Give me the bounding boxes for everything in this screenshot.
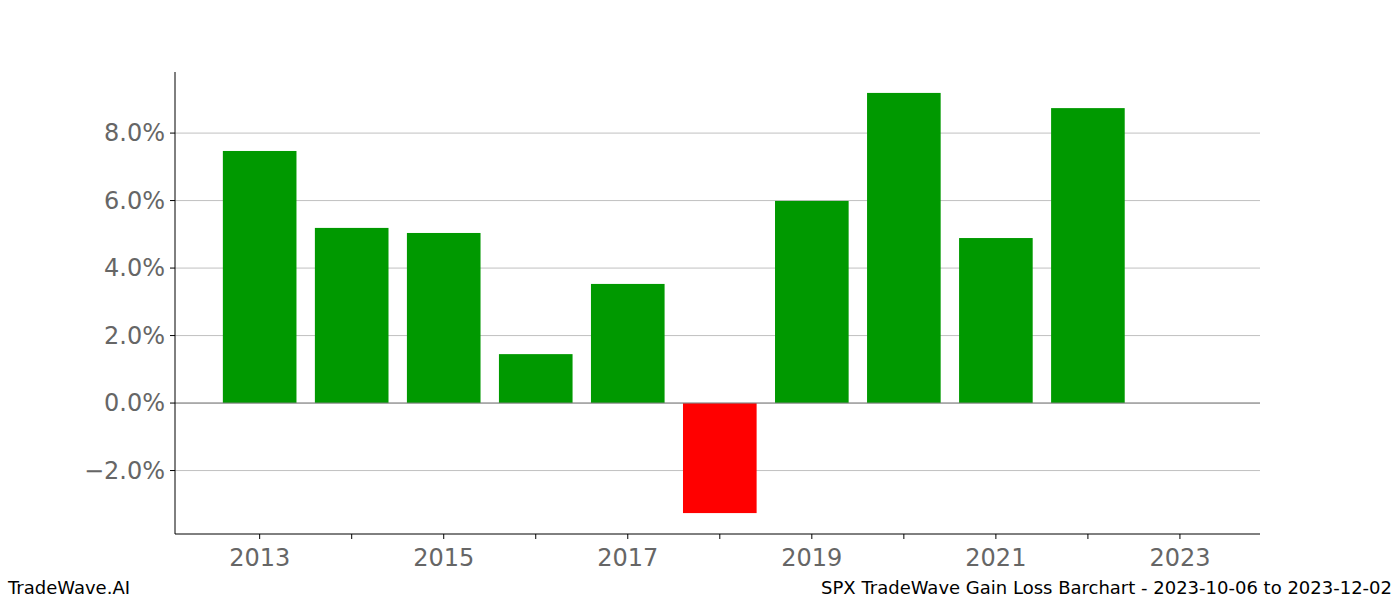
x-tick-label: 2017 — [597, 544, 658, 572]
x-tick — [259, 534, 260, 539]
x-tick-label: 2013 — [229, 544, 290, 572]
y-tick-label: 6.0% — [104, 187, 165, 215]
y-tick — [170, 403, 175, 404]
x-tick-label: 2019 — [781, 544, 842, 572]
y-tick — [170, 133, 175, 134]
zero-line — [175, 403, 1260, 404]
bars — [223, 93, 1125, 513]
y-tick-label: 8.0% — [104, 119, 165, 147]
x-tick-label: 2015 — [413, 544, 474, 572]
y-tick — [170, 268, 175, 269]
x-minor-tick — [903, 534, 904, 539]
bar — [867, 93, 941, 403]
x-axis — [175, 534, 1260, 535]
bar — [407, 233, 481, 403]
x-tick — [443, 534, 444, 539]
y-tick — [170, 335, 175, 336]
bar — [499, 354, 573, 403]
bar — [959, 238, 1033, 403]
x-tick — [1179, 534, 1180, 539]
x-minor-tick — [351, 534, 352, 539]
y-tick-label: 2.0% — [104, 322, 165, 350]
x-minor-tick — [535, 534, 536, 539]
x-tick — [811, 534, 812, 539]
y-tick-label: 0.0% — [104, 389, 165, 417]
bar — [775, 201, 849, 403]
bar — [223, 151, 297, 403]
y-tick-label: −2.0% — [84, 457, 165, 485]
title: SPX TradeWave Gain Loss Barchart - 2023-… — [821, 577, 1392, 598]
x-tick — [995, 534, 996, 539]
x-tick-label: 2023 — [1149, 544, 1210, 572]
x-tick-label: 2021 — [965, 544, 1026, 572]
bar — [683, 403, 757, 513]
x-minor-tick — [719, 534, 720, 539]
y-tick — [170, 470, 175, 471]
x-tick — [627, 534, 628, 539]
chart: −2.0% 0.0% 2.0% 4.0% 6.0% 8.0% 2013 2015 2017 201… — [0, 0, 1400, 600]
y-tick-label: 4.0% — [104, 254, 165, 282]
y-tick — [170, 200, 175, 201]
grid-line — [175, 403, 1260, 404]
bar — [1051, 108, 1125, 403]
y-axis — [175, 72, 176, 534]
x-minor-tick — [1087, 534, 1088, 539]
bar — [315, 228, 389, 403]
bar — [591, 284, 665, 403]
footer-left: TradeWave.AI — [7, 577, 130, 598]
